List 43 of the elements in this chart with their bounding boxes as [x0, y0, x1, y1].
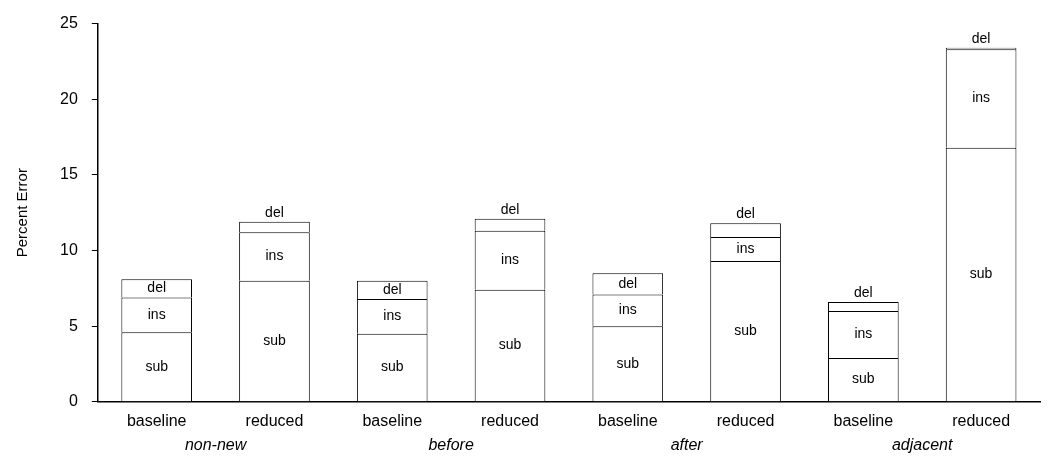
text: before [428, 436, 474, 454]
x-tick-label: baseline [833, 411, 894, 429]
series-label: sub [852, 370, 875, 387]
text: sub [616, 354, 640, 371]
text: ins [147, 305, 166, 322]
text: sub [969, 265, 993, 282]
text: del [971, 29, 991, 46]
text: sub [380, 358, 404, 375]
text: ins [383, 307, 402, 324]
y-tick-label: 25 [60, 14, 78, 32]
text: del [500, 200, 520, 217]
series-label: del [618, 274, 638, 291]
text: sub [734, 322, 757, 339]
text: del [147, 279, 167, 296]
x-tick-label: baseline [597, 411, 658, 429]
text: adjacent [891, 436, 954, 454]
x-tick-label: baseline [362, 411, 423, 429]
x-tick-label: reduced [245, 411, 304, 429]
text: ins [501, 251, 519, 268]
text: sub [263, 331, 286, 348]
x-tick-label: reduced [481, 411, 539, 429]
x-tick-label: baseline [126, 411, 187, 429]
y-tick-label: 0 [68, 392, 78, 410]
y-axis-title: Percent Error [13, 168, 31, 258]
text: after [670, 436, 704, 454]
y-tick-label: 15 [60, 165, 78, 183]
text: del [853, 283, 873, 300]
series-label: ins [736, 239, 755, 256]
text: ins [854, 325, 873, 342]
text: ins [972, 89, 991, 106]
text: del [382, 280, 402, 297]
text: del [265, 203, 284, 220]
text: ins [265, 247, 284, 264]
y-tick-label: 20 [60, 89, 78, 107]
x-tick-label: reduced [716, 411, 775, 429]
text: sub [145, 357, 168, 374]
x-tick-label: reduced [952, 411, 1011, 429]
text: del [736, 205, 755, 222]
text: ins [618, 301, 637, 318]
text: sub [498, 336, 522, 353]
y-tick-label: 5 [68, 316, 78, 334]
y-tick-label: 10 [60, 240, 78, 258]
text: non-new [184, 436, 248, 454]
